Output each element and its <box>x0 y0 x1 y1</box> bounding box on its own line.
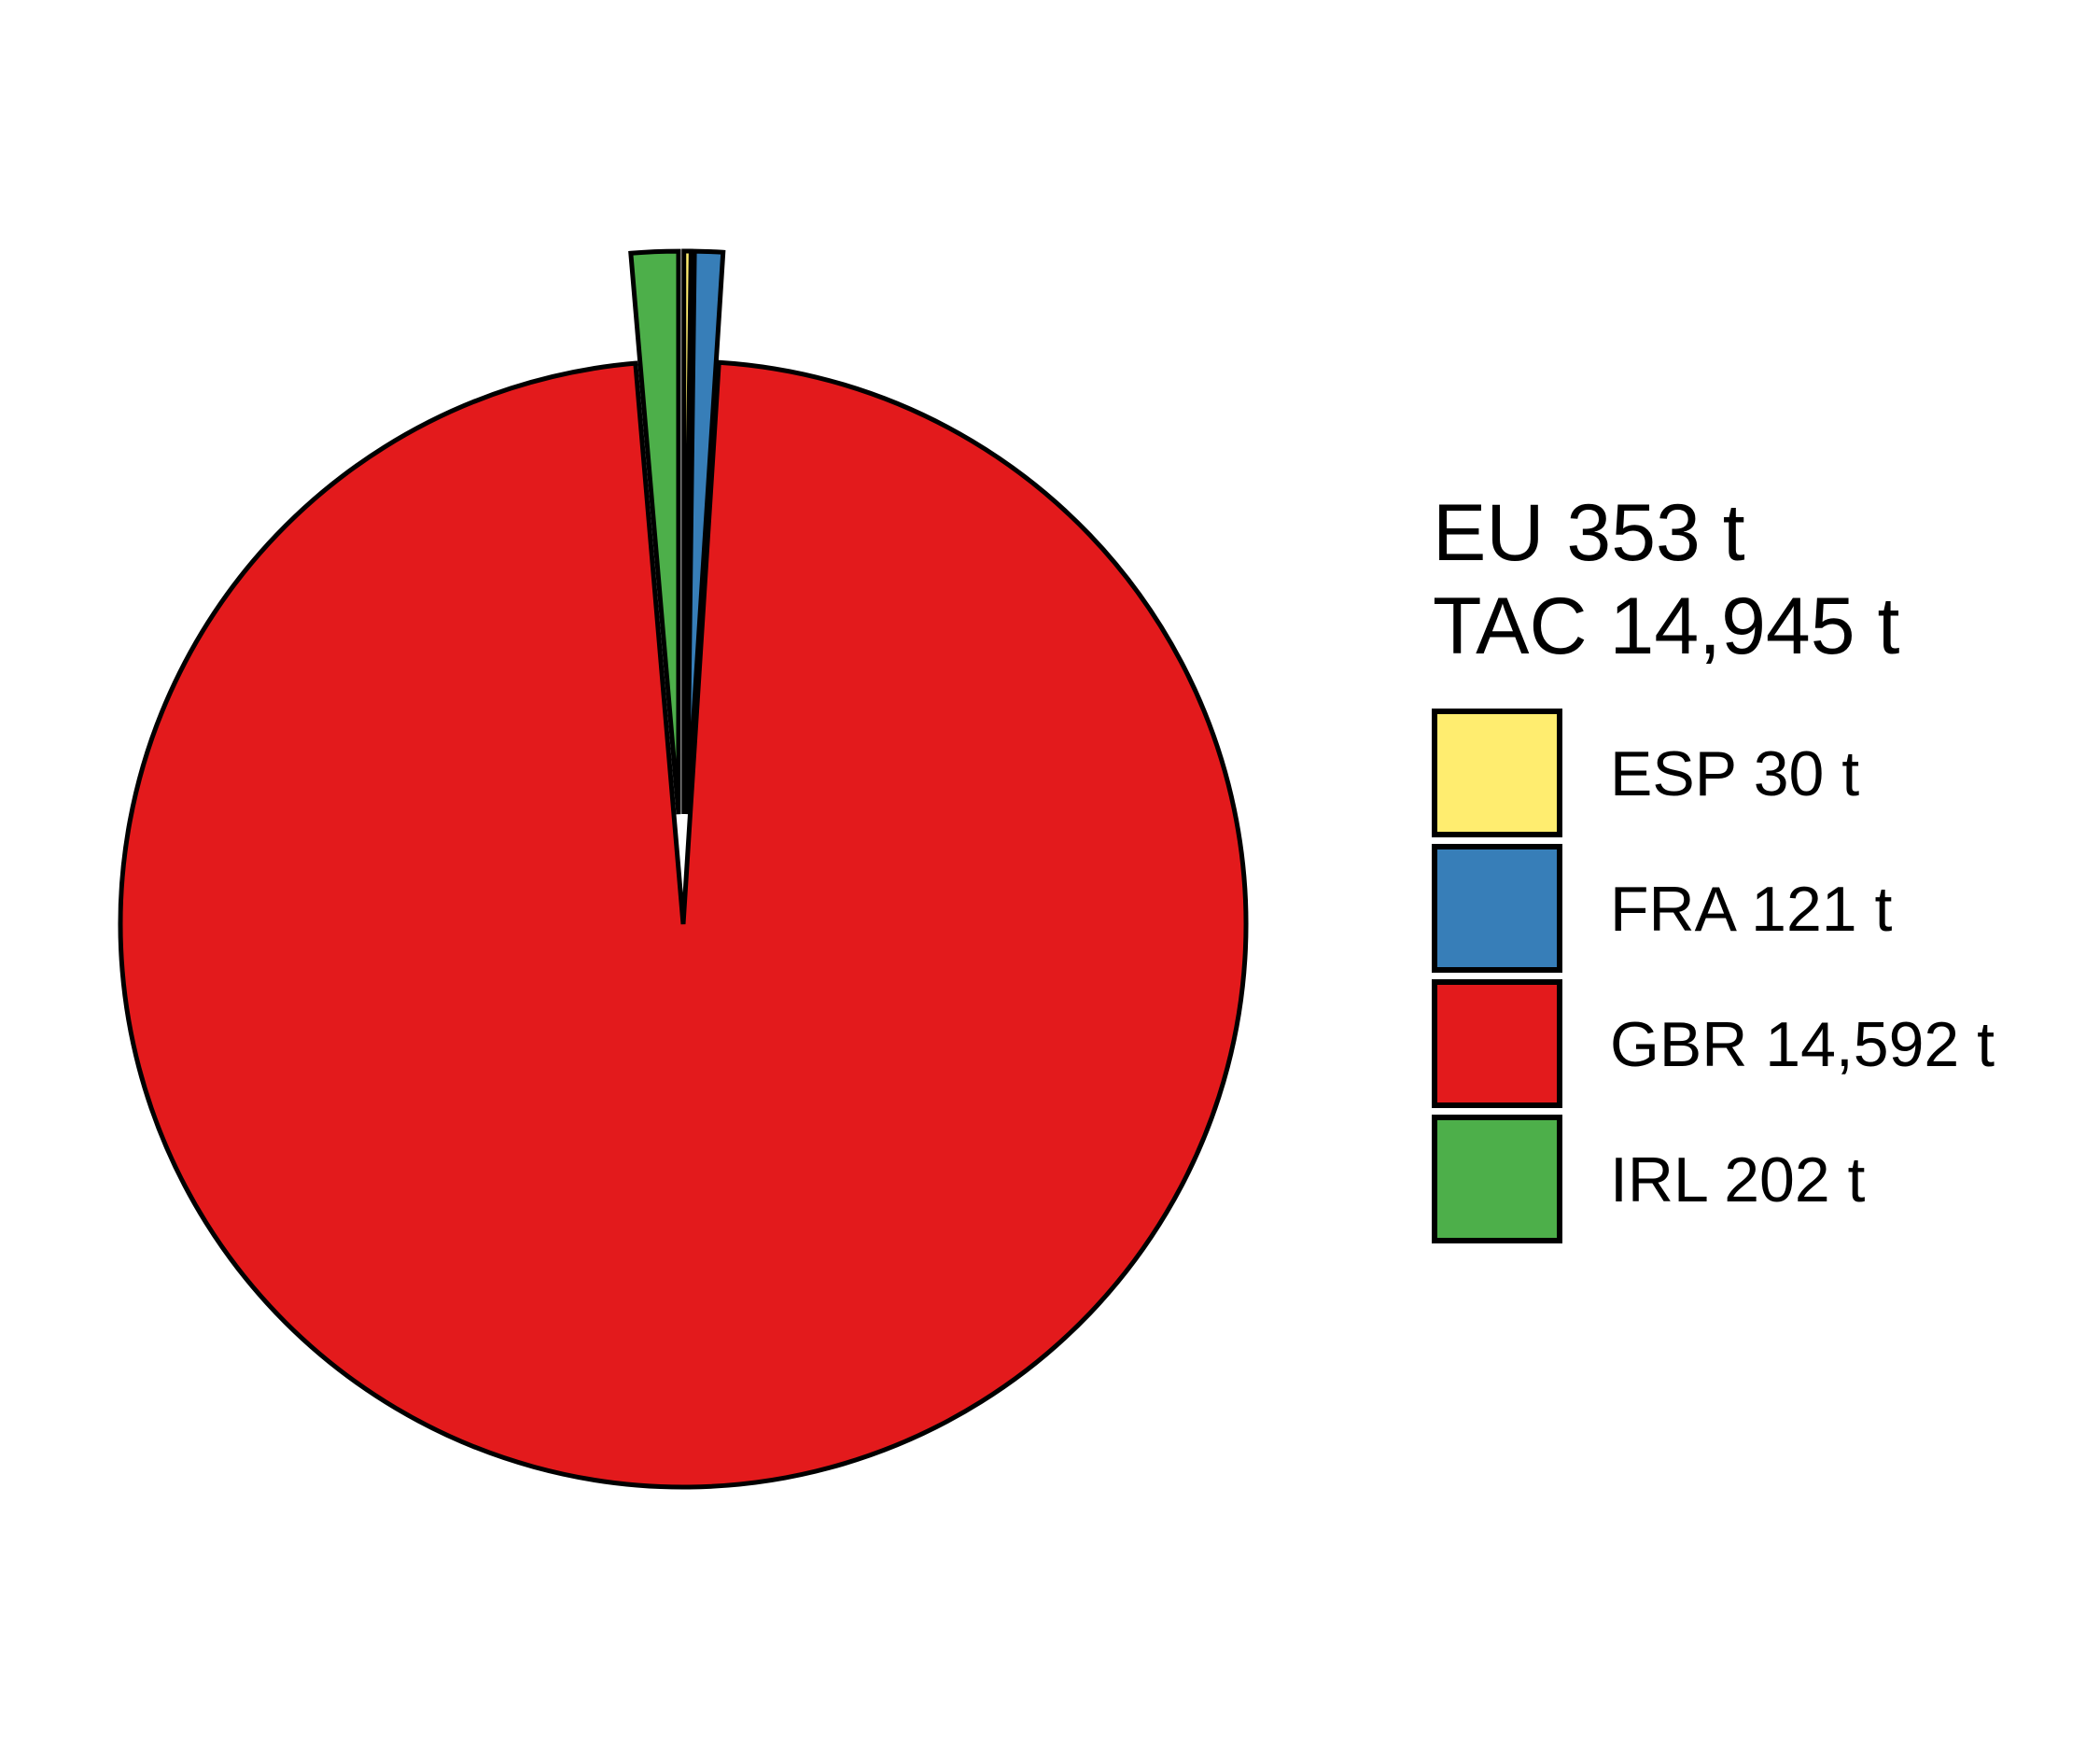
pie-slice-esp <box>681 248 693 815</box>
legend-swatch-gbr <box>1432 979 1562 1108</box>
legend-label-esp: ESP 30 t <box>1610 738 1859 809</box>
pie-slice-gbr <box>118 359 1249 1490</box>
legend-swatch-fra <box>1432 844 1562 973</box>
chart-title-line-2: TAC 14,945 t <box>1433 582 1899 671</box>
legend: EU 353 t TAC 14,945 t ESP 30 t FRA 121 t G… <box>1432 488 1995 1243</box>
legend-label-gbr: GBR 14,592 t <box>1610 1009 1995 1080</box>
legend-swatch-esp <box>1432 709 1562 837</box>
chart-title-line-1: EU 353 t <box>1433 488 1745 578</box>
legend-swatch-irl <box>1432 1115 1562 1243</box>
legend-label-irl: IRL 202 t <box>1610 1144 1866 1215</box>
pie-slice-fra <box>684 248 726 815</box>
legend-items: ESP 30 t FRA 121 t GBR 14,592 t IRL 202 t <box>1432 709 1995 1243</box>
legend-label-fra: FRA 121 t <box>1610 874 1892 945</box>
pie-slice-irl <box>628 248 681 815</box>
pie-slices <box>118 248 1249 1490</box>
